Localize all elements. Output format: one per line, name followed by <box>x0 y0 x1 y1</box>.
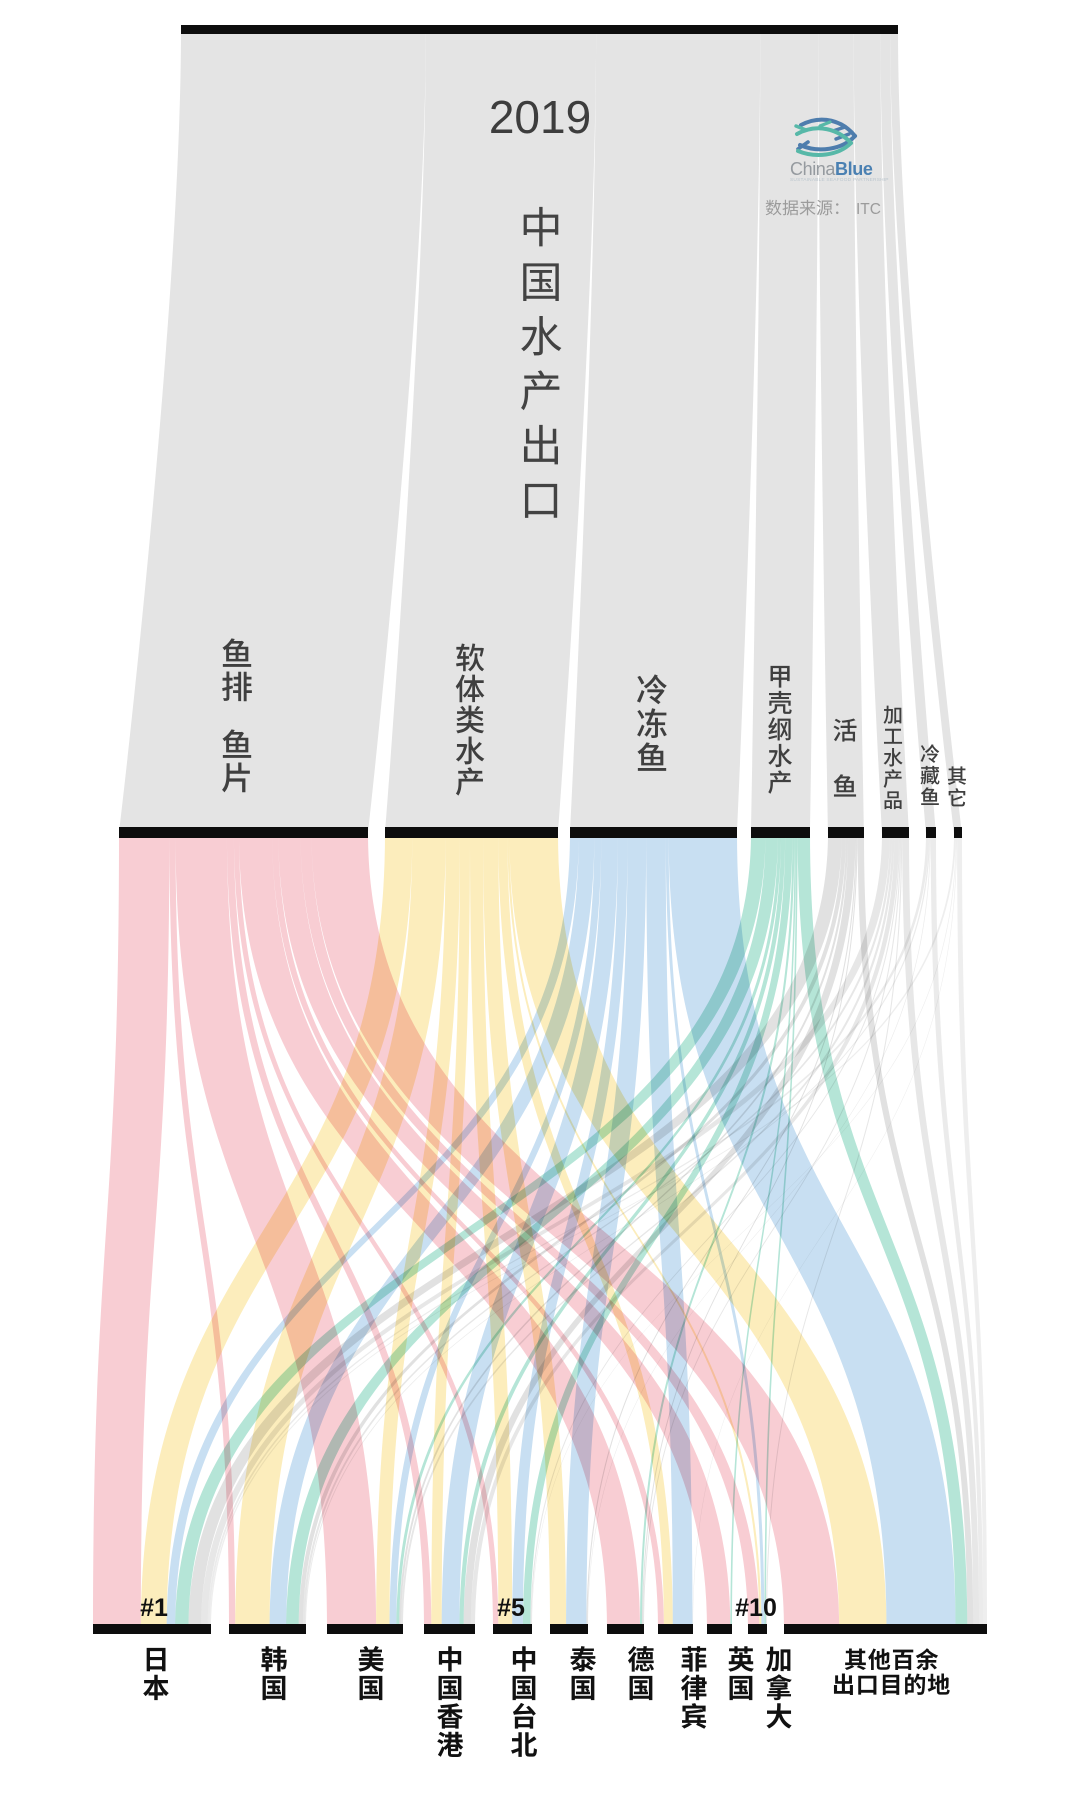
svg-text:#10: #10 <box>735 1594 777 1622</box>
svg-text:#1: #1 <box>140 1594 168 1622</box>
svg-text:SUSTAINABLE SEAFOOD PARTNERSHI: SUSTAINABLE SEAFOOD PARTNERSHIP <box>790 177 889 183</box>
svg-text:ChinaBlue: ChinaBlue <box>790 159 873 179</box>
svg-text:#5: #5 <box>497 1594 525 1622</box>
svg-text:2019: 2019 <box>489 91 591 143</box>
svg-text:ITC: ITC <box>856 201 881 218</box>
